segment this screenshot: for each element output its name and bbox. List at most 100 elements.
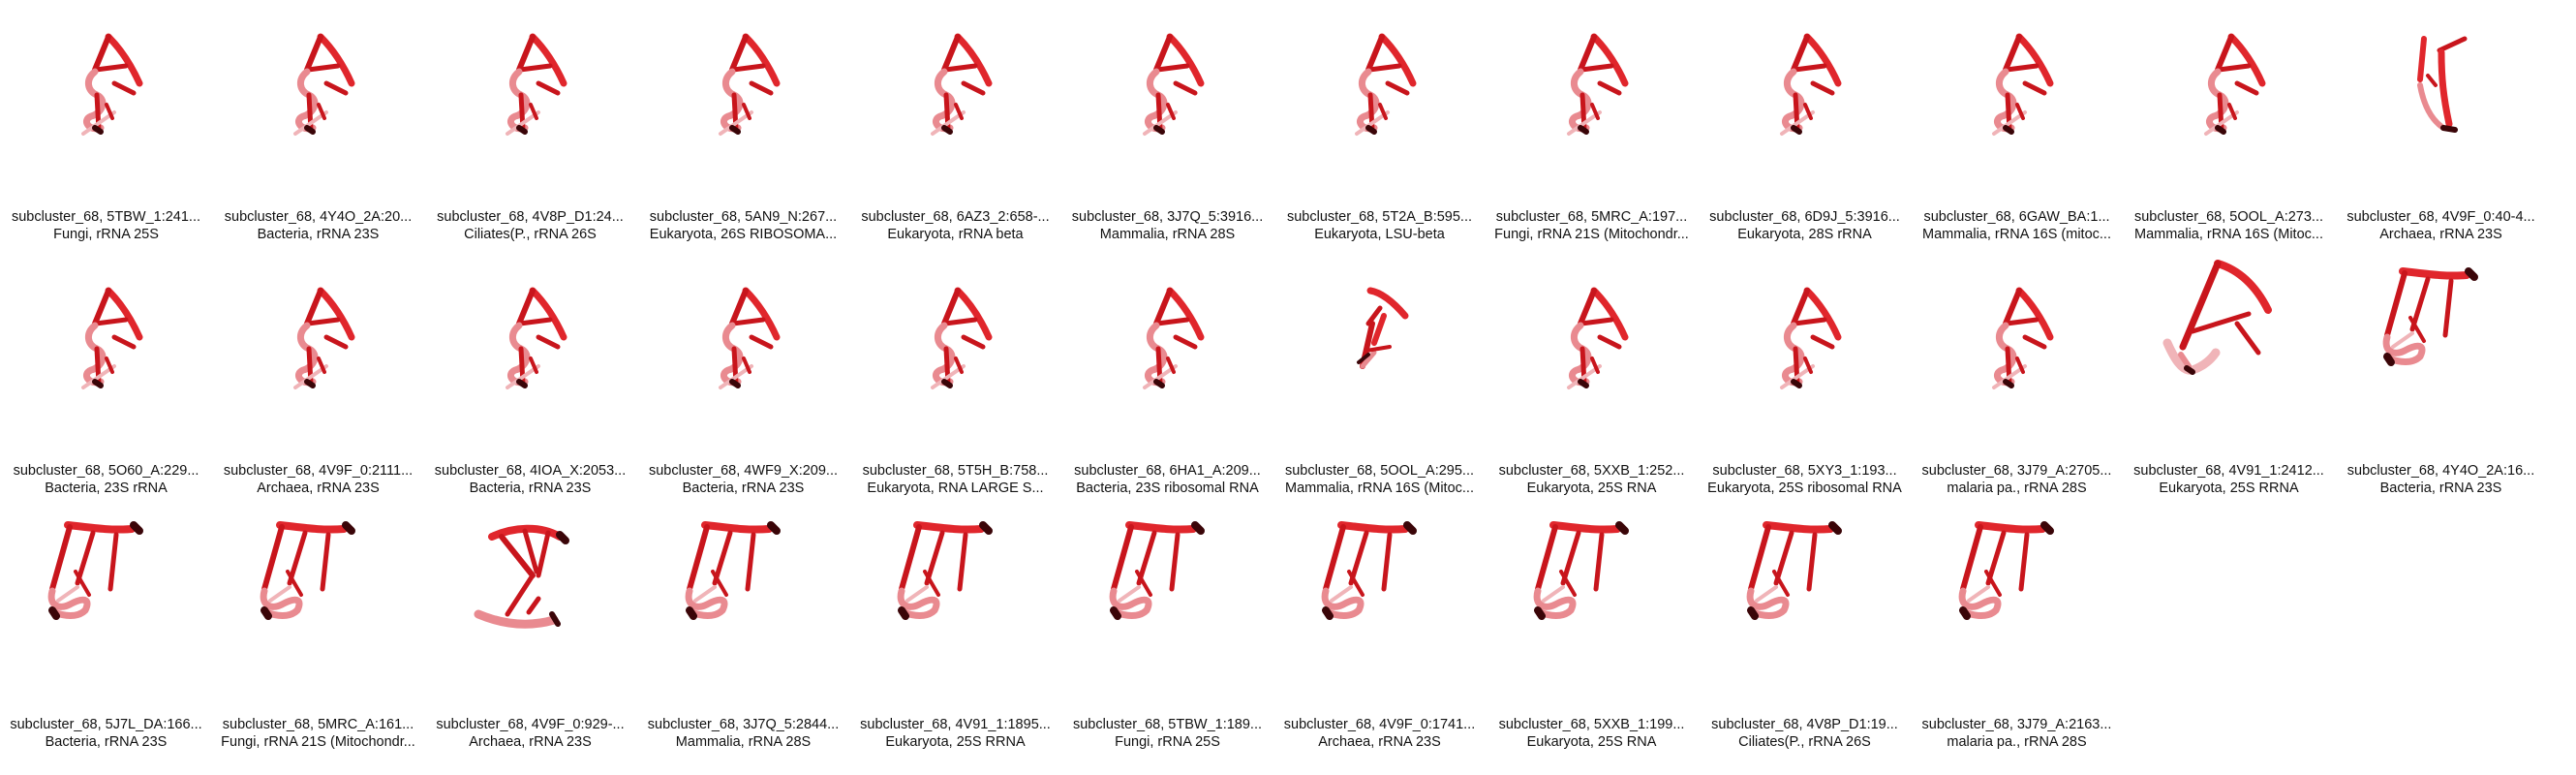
structure-tile[interactable]: subcluster_68, 5XXB_1:252... Eukaryota, 2… [1486,254,1698,508]
structure-subtitle: Fungi, rRNA 25S [1115,734,1220,750]
structure-tile[interactable]: subcluster_68, 6D9J_5:3916... Eukaryota, … [1699,0,1911,254]
structure-title: subcluster_68, 5O60_A:229... [13,463,199,479]
rna-structure-image [1746,521,1842,620]
rna-structure-image [1992,287,2054,389]
structure-tile[interactable]: subcluster_68, 4V91_1:1895... Eukaryota, … [849,508,1061,761]
structure-title: subcluster_68, 5TBW_1:241... [11,209,201,225]
structure-title: subcluster_68, 4Y4O_2A:20... [224,209,413,225]
structure-tile[interactable]: subcluster_68, 4V9F_0:929-... Archaea, rR… [424,508,636,761]
structure-subtitle: Archaea, rRNA 23S [2379,227,2502,242]
structure-tile[interactable]: subcluster_68, 5TBW_1:241... Fungi, rRNA … [0,0,212,254]
structure-tile[interactable]: subcluster_68, 4Y4O_2A:20... Bacteria, rR… [212,0,424,254]
rna-structure-image [1355,33,1417,136]
structure-tile[interactable]: subcluster_68, 4V9F_0:1741... Archaea, rR… [1273,508,1486,761]
structure-tile[interactable]: subcluster_68, 5XXB_1:199... Eukaryota, 2… [1486,508,1698,761]
structure-tile[interactable]: subcluster_68, 5XY3_1:193... Eukaryota, 2… [1699,254,1911,508]
structure-tile[interactable]: subcluster_68, 5T5H_B:758... Eukaryota, R… [849,254,1061,508]
structure-tile[interactable]: subcluster_68, 5OOL_A:273... Mammalia, rR… [2123,0,2335,254]
structure-title: subcluster_68, 5J7L_DA:166... [10,717,202,732]
structure-tile[interactable]: subcluster_68, 5OOL_A:295... Mammalia, rR… [1273,254,1486,508]
rna-structure-image [1992,33,2054,136]
rna-structure-image [293,287,355,389]
structure-tile[interactable]: subcluster_68, 5O60_A:229... Bacteria, 23… [0,254,212,508]
rna-structure-image [719,287,781,389]
rna-structure-image [506,287,567,389]
rna-structure-image [931,287,993,389]
structure-tile[interactable]: subcluster_68, 3J79_A:2705... malaria pa.… [1911,254,2123,508]
structure-subtitle: Bacteria, rRNA 23S [45,734,168,750]
structure-subtitle: Bacteria, rRNA 23S [2379,480,2502,496]
structure-subtitle: Bacteria, 23S rRNA [45,480,168,496]
structure-tile[interactable]: subcluster_68, 4IOA_X:2053... Bacteria, r… [424,254,636,508]
structure-tile[interactable]: subcluster_68, 5AN9_N:267... Eukaryota, 2… [637,0,849,254]
rna-structure-image [506,33,567,136]
structure-tile[interactable]: subcluster_68, 5J7L_DA:166... Bacteria, r… [0,508,212,761]
rna-structure-image [685,521,781,620]
structure-subtitle: Ciliates(P., rRNA 26S [1738,734,1871,750]
structure-tile[interactable]: subcluster_68, 4V8P_D1:19... Ciliates(P.,… [1699,508,1911,761]
structure-title: subcluster_68, 4V91_1:1895... [860,717,1051,732]
structure-subtitle: Bacteria, rRNA 23S [469,480,592,496]
rna-structure-image [931,33,993,136]
structure-subtitle: Archaea, rRNA 23S [257,480,380,496]
structure-tile[interactable]: subcluster_68, 4V9F_0:40-4... Archaea, rR… [2335,0,2547,254]
structure-title: subcluster_68, 4V8P_D1:19... [1711,717,1898,732]
structure-subtitle: Mammalia, rRNA 16S (Mitoc... [2134,227,2323,242]
structure-tile[interactable]: subcluster_68, 6AZ3_2:658-... Eukaryota, … [849,0,1061,254]
structure-tile[interactable]: subcluster_68, 4WF9_X:209... Bacteria, rR… [637,254,849,508]
structure-subtitle: Eukaryota, 26S RIBOSOMA... [649,227,838,242]
structure-title: subcluster_68, 5T5H_B:758... [862,463,1049,479]
structure-subtitle: malaria pa., rRNA 28S [1947,480,2087,496]
structure-subtitle: Eukaryota, 25S ribosomal RNA [1707,480,1902,496]
structure-title: subcluster_68, 6GAW_BA:1... [1923,209,2110,225]
structure-title: subcluster_68, 5XY3_1:193... [1712,463,1897,479]
structure-subtitle: Mammalia, rRNA 28S [1099,227,1236,242]
structure-subtitle: Eukaryota, rRNA beta [887,227,1024,242]
structure-subtitle: Bacteria, 23S ribosomal RNA [1076,480,1259,496]
structure-tile[interactable]: subcluster_68, 3J7Q_5:3916... Mammalia, r… [1061,0,1273,254]
rna-structure-image [1143,287,1205,389]
structure-title: subcluster_68, 4Y4O_2A:16... [2346,463,2535,479]
structure-tile[interactable]: subcluster_68, 5MRC_A:197... Fungi, rRNA … [1486,0,1698,254]
structure-title: subcluster_68, 5MRC_A:161... [222,717,414,732]
rna-structure-image [1780,287,1842,389]
structure-title: subcluster_68, 5XXB_1:199... [1498,717,1685,732]
structure-tile[interactable]: subcluster_68, 3J79_A:2163... malaria pa.… [1911,508,2123,761]
structure-tile[interactable]: subcluster_68, 3J7Q_5:2844... Mammalia, r… [637,508,849,761]
structure-subtitle: Bacteria, rRNA 23S [682,480,805,496]
structure-subtitle: Eukaryota, 25S RRNA [885,734,1026,750]
rna-structure-image [1780,33,1842,136]
structure-title: subcluster_68, 4V9F_0:40-4... [2346,209,2535,225]
structure-tile[interactable]: subcluster_68, 4Y4O_2A:16... Bacteria, rR… [2335,254,2547,508]
structure-title: subcluster_68, 5OOL_A:273... [2133,209,2324,225]
structure-tile[interactable]: subcluster_68, 4V9F_0:2111... Archaea, rR… [212,254,424,508]
rna-structure-image [1321,521,1417,620]
structure-tile[interactable]: subcluster_68, 4V91_1:2412... Eukaryota, … [2123,254,2335,508]
structure-subtitle: Ciliates(P., rRNA 26S [464,227,597,242]
rna-structure-image [260,521,355,620]
structure-title: subcluster_68, 6AZ3_2:658-... [861,209,1050,225]
structure-subtitle: Fungi, rRNA 21S (Mitochondr... [221,734,415,750]
structure-title: subcluster_68, 5AN9_N:267... [649,209,838,225]
structure-subtitle: Eukaryota, 25S RNA [1526,480,1657,496]
rna-structure-image [474,524,569,629]
rna-structure-image [81,33,143,136]
rna-structure-image [1533,521,1629,620]
structure-subtitle: Bacteria, rRNA 23S [257,227,380,242]
structure-tile[interactable]: subcluster_68, 6HA1_A:209... Bacteria, 23… [1061,254,1273,508]
structure-title: subcluster_68, 3J7Q_5:3916... [1071,209,1264,225]
structure-title: subcluster_68, 5XXB_1:252... [1498,463,1685,479]
rna-structure-image [1567,33,1629,136]
structure-subtitle: Archaea, rRNA 23S [469,734,592,750]
structure-tile[interactable]: subcluster_68, 4V8P_D1:24... Ciliates(P.,… [424,0,636,254]
rna-structure-image [1109,521,1205,620]
rna-structure-image [897,521,993,620]
structure-tile[interactable]: subcluster_68, 5T2A_B:595... Eukaryota, L… [1273,0,1486,254]
structure-tile[interactable]: subcluster_68, 6GAW_BA:1... Mammalia, rRN… [1911,0,2123,254]
rna-structure-image [47,521,143,620]
structure-subtitle: Eukaryota, 25S RNA [1526,734,1657,750]
structure-tile[interactable]: subcluster_68, 5TBW_1:189... Fungi, rRNA … [1061,508,1273,761]
structure-tile[interactable]: subcluster_68, 5MRC_A:161... Fungi, rRNA … [212,508,424,761]
structure-title: subcluster_68, 4V9F_0:2111... [223,463,414,479]
